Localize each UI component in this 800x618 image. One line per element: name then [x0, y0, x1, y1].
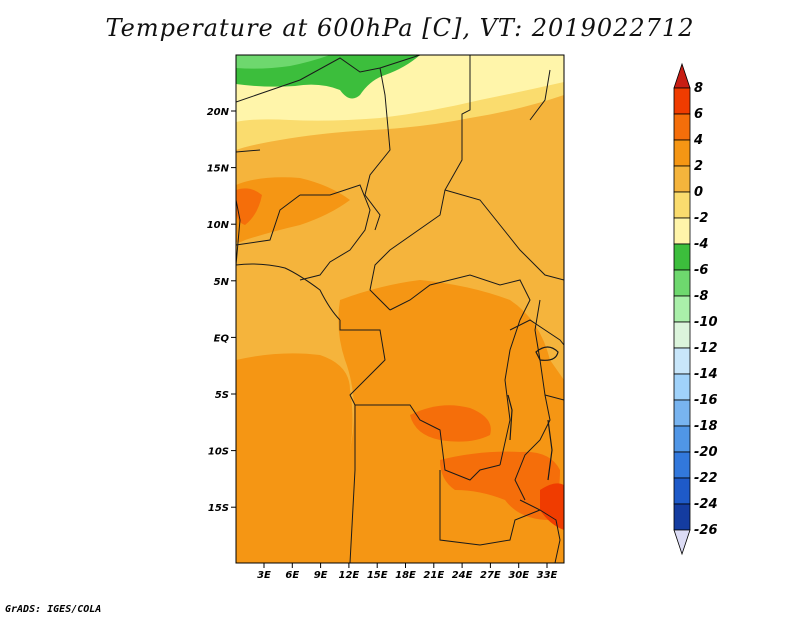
lakes [507, 346, 559, 481]
colorbar: 8 6 4 2 0 -2 -4 -6 -8 -10 -12 -14 -16 -18 -20 -22 -24 -26 [673, 62, 718, 556]
temperature-field [236, 55, 564, 563]
lat-tick-label: 20N [207, 107, 230, 118]
field-band-6-8-a [410, 405, 491, 442]
lon-tick-label: 24E [452, 570, 473, 581]
lon-tick-label: 12E [339, 570, 360, 581]
lat-tick-label: 15S [208, 503, 229, 514]
colorbar-label: -18 [694, 419, 718, 434]
lon-tick-label: 15E [367, 570, 388, 581]
colorbar-label: -14 [694, 367, 718, 382]
grads-credit: GrADS: IGES/COLA [5, 604, 102, 615]
lat-tick-label: EQ [214, 333, 230, 344]
colorbar-label: -8 [694, 289, 708, 304]
colorbar-label: 0 [694, 185, 703, 200]
lat-tick-label: 10S [208, 447, 229, 458]
lon-tick-label: 21E [423, 570, 444, 581]
colorbar-swatch [673, 243, 691, 271]
lat-tick-label: 5N [214, 277, 230, 288]
colorbar-swatch [673, 165, 691, 193]
colorbar-swatch [673, 373, 691, 401]
lake-malawi [547, 419, 553, 481]
lon-tick-label: 30E [508, 570, 529, 581]
colorbar-swatch [673, 139, 691, 167]
lon-tick-label: 33E [537, 570, 558, 581]
colorbar-swatch [673, 347, 691, 375]
map-title: Temperature at 600hPa [C], VT: 201902271… [105, 14, 695, 42]
colorbar-label: -6 [694, 263, 708, 278]
colorbar-label: 2 [694, 159, 703, 174]
colorbar-swatch [673, 321, 691, 349]
colorbar-swatch [673, 87, 691, 115]
field-band-6-8-c [236, 188, 262, 225]
field-band-8-plus [540, 483, 564, 530]
colorbar-label: -10 [694, 315, 718, 330]
colorbar-swatch [673, 451, 691, 479]
colorbar-label: -22 [694, 471, 718, 486]
colorbar-swatch [673, 217, 691, 245]
country-borders [236, 55, 564, 563]
longitude-ticks: 3E 6E 9E 12E 15E 18E 21E 24E 27E 30E 33E [257, 563, 558, 581]
lat-tick-label: 15N [207, 164, 230, 175]
colorbar-label: -24 [694, 497, 718, 512]
lon-tick-label: 18E [395, 570, 416, 581]
colorbar-top-arrow [673, 62, 691, 89]
field-band-4-6-west [236, 177, 350, 243]
colorbar-swatch [673, 269, 691, 297]
colorbar-label: -4 [694, 237, 708, 252]
lon-tick-label: 9E [314, 570, 328, 581]
lake-victoria [535, 346, 559, 361]
colorbar-label: -20 [694, 445, 718, 460]
lake-tanganyika [507, 394, 513, 441]
lon-tick-label: 3E [257, 570, 271, 581]
field-band-4-6-southwest [236, 353, 353, 563]
colorbar-label: -26 [694, 523, 718, 538]
colorbar-label: 4 [693, 133, 703, 148]
colorbar-swatch [673, 503, 691, 531]
plot-frame [235, 54, 565, 564]
colorbar-swatch [673, 113, 691, 141]
field-band-6-8-b [440, 451, 560, 520]
colorbar-swatch [673, 191, 691, 219]
colorbar-swatch [673, 295, 691, 323]
colorbar-label: -16 [694, 393, 718, 408]
lon-tick-label: 27E [480, 570, 501, 581]
colorbar-bottom-arrow [673, 529, 691, 556]
colorbar-label: -12 [694, 341, 718, 356]
colorbar-swatch [673, 425, 691, 453]
lat-tick-label: 10N [207, 220, 230, 231]
colorbar-label: 6 [694, 107, 703, 122]
colorbar-label: -2 [694, 211, 708, 226]
lat-tick-label: 5S [215, 390, 229, 401]
latitude-ticks: 20N 15N 10N 5N EQ 5S 10S 15S [207, 107, 236, 514]
colorbar-swatch [673, 399, 691, 427]
colorbar-label: 8 [694, 81, 703, 96]
field-band-neg6-neg4 [236, 55, 330, 69]
colorbar-swatch [673, 477, 691, 505]
lon-tick-label: 6E [285, 570, 299, 581]
